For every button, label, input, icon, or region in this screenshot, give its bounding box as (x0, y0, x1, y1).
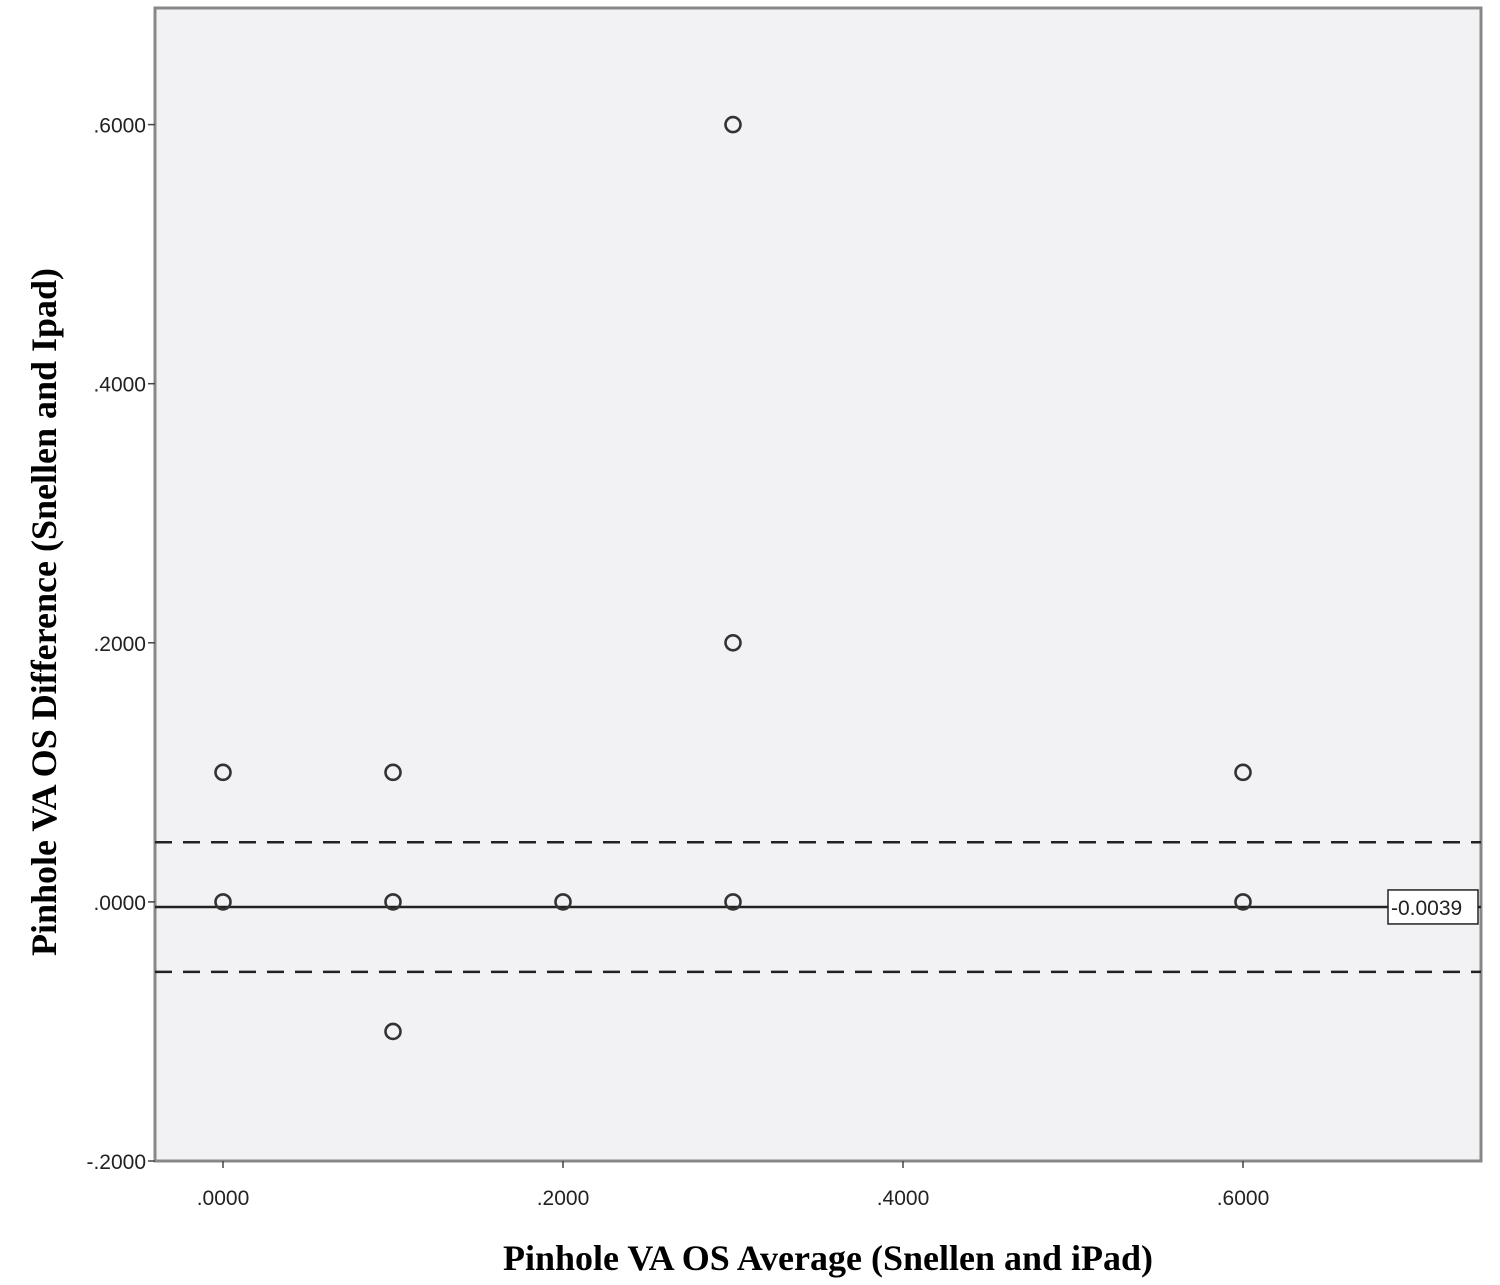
data-point (724, 633, 742, 652)
y-tick-label: -.2000 (86, 1151, 146, 1174)
data-points (214, 115, 1252, 1041)
y-axis: -.2000 .0000 .2000 .4000 .6000 (86, 115, 155, 1174)
y-tick-label: .4000 (93, 374, 146, 397)
data-point (1234, 763, 1252, 782)
data-point (1234, 893, 1252, 911)
data-point (214, 763, 232, 782)
data-point (384, 893, 402, 911)
data-point (554, 893, 572, 911)
x-tick-label: .2000 (537, 1187, 590, 1210)
mean-label-box (1387, 889, 1479, 925)
x-tick-label: .0000 (197, 1187, 250, 1210)
mean-difference-label: -0.0039 (1387, 889, 1479, 925)
data-point (384, 1022, 402, 1041)
plot-area (153, 6, 1483, 1163)
y-tick-label: .2000 (93, 633, 146, 656)
mean-label-text: -0.0039 (1391, 897, 1462, 920)
y-axis-title: Pinhole VA OS Difference (Snellen and Ip… (24, 268, 64, 956)
x-tick-label: .6000 (1217, 1187, 1270, 1210)
data-point (724, 115, 742, 134)
x-axis-title: Pinhole VA OS Average (Snellen and iPad) (503, 1238, 1153, 1278)
reference-lines (155, 841, 1481, 974)
data-point (214, 893, 232, 911)
x-tick-label: .4000 (877, 1187, 930, 1210)
y-tick-label: .0000 (93, 892, 146, 915)
data-point (384, 763, 402, 782)
x-axis: .0000 .2000 .4000 .6000 (197, 1161, 1270, 1210)
data-point (724, 893, 742, 911)
y-tick-label: .6000 (93, 115, 146, 138)
